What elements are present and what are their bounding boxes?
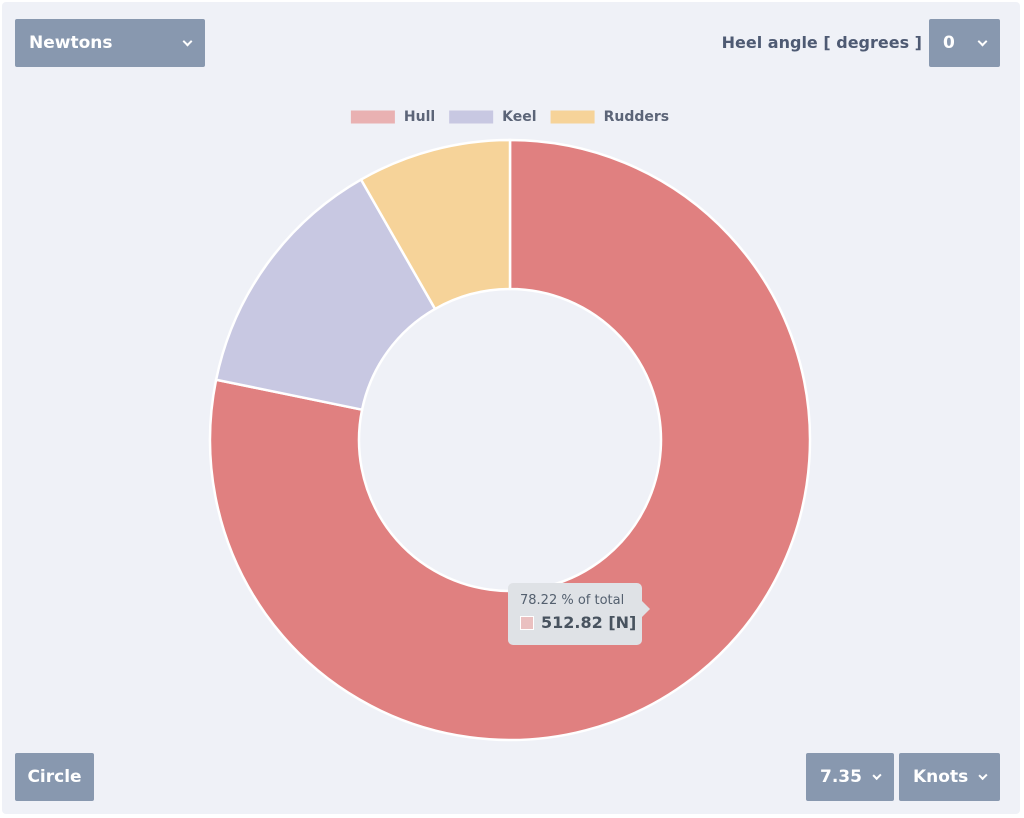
legend-swatch-keel[interactable] [449,110,494,124]
tooltip-value: 512.82 [N] [541,613,637,632]
heel-angle-dropdown[interactable]: 0 [929,19,1000,67]
tooltip-percent: 78.22 % of total [520,593,625,608]
shape-button[interactable]: Circle [15,753,94,801]
chart-tooltip: 78.22 % of total 512.82 [N] [508,583,650,645]
chart-legend: Hull Keel Rudders [350,109,670,125]
slice-rudders[interactable] [359,138,512,311]
shape-button-label: Circle [27,767,82,787]
legend-label-hull: Hull [404,109,435,125]
tooltip-swatch [520,615,534,630]
legend-swatch-hull[interactable] [350,110,395,124]
legend-swatch-rudders[interactable] [550,110,595,124]
chevron-down-icon [978,770,988,780]
legend-label-keel: Keel [502,109,536,125]
chevron-down-icon [872,770,882,780]
speed-unit-dropdown[interactable]: Knots [899,753,1000,801]
slice-keel[interactable] [214,177,437,412]
tooltip-row: 512.82 [N] [520,613,642,632]
unit-dropdown-label: Newtons [29,33,113,53]
speed-unit-label: Knots [913,767,969,787]
slice-hull[interactable] [208,138,812,742]
legend-label-rudders: Rudders [604,109,670,125]
speed-value: 7.35 [820,767,862,787]
heel-angle-value: 0 [943,33,955,53]
unit-dropdown[interactable]: Newtons [15,19,205,67]
speed-dropdown[interactable]: 7.35 [806,753,894,801]
heel-angle-label: Heel angle [ degrees ] [721,33,922,52]
